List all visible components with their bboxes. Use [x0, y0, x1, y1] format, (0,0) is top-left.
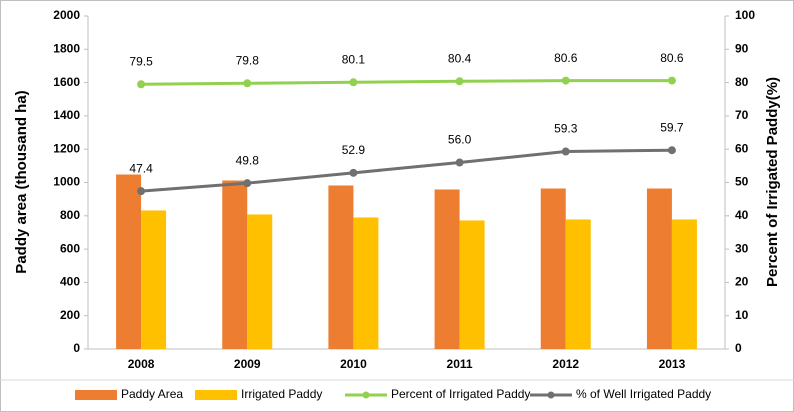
y-tick-label: 600 — [60, 241, 80, 255]
line-point — [243, 179, 252, 188]
y-tick-label: 800 — [60, 208, 80, 222]
x-tick-label: 2011 — [447, 357, 473, 371]
line-point — [243, 79, 252, 88]
x-tick-label: 2013 — [659, 357, 686, 371]
bar — [434, 189, 460, 349]
y2-tick-label: 90 — [735, 41, 749, 55]
y2-tick-label: 10 — [735, 308, 749, 322]
x-tick-label: 2008 — [128, 357, 155, 371]
y-tick-label: 0 — [73, 341, 80, 355]
line-point — [667, 76, 676, 85]
legend-label: Paddy Area — [121, 387, 183, 401]
bar — [116, 174, 142, 349]
line — [140, 148, 672, 193]
y2-tick-label: 50 — [735, 175, 749, 189]
data-label: 52.9 — [342, 143, 366, 157]
y2-tick-label: 40 — [735, 208, 749, 222]
y2-tick-label: 20 — [735, 275, 749, 289]
x-tick-label: 2010 — [340, 357, 367, 371]
x-tick-label: 2012 — [552, 357, 579, 371]
bar — [247, 214, 273, 349]
legend-label: Percent of Irrigated Paddy — [391, 387, 530, 401]
line-point — [137, 187, 146, 196]
line-point — [561, 76, 570, 85]
y-tick-label: 2000 — [53, 8, 80, 22]
bar — [540, 188, 566, 349]
line-point — [349, 78, 358, 87]
y2-tick-label: 80 — [735, 75, 749, 89]
data-label: 80.6 — [660, 51, 684, 65]
y-tick-label: 1000 — [53, 175, 80, 189]
data-label: 80.4 — [448, 51, 472, 65]
x-tick-label: 2009 — [234, 357, 261, 371]
data-label: 59.3 — [554, 122, 578, 136]
bar — [459, 220, 485, 349]
legend-swatch — [75, 390, 117, 400]
line-point — [349, 168, 358, 177]
y2-tick-label: 30 — [735, 241, 749, 255]
line-point — [137, 80, 146, 89]
bar — [646, 188, 672, 349]
bar — [222, 180, 248, 349]
line-point — [561, 147, 570, 156]
y2-tick-label: 0 — [735, 341, 742, 355]
y2-axis-title: Percent of Irrigated Paddy(%) — [764, 77, 781, 287]
y2-tick-label: 70 — [735, 108, 749, 122]
bar — [671, 219, 697, 349]
y-tick-label: 1800 — [53, 41, 80, 55]
line-point — [667, 146, 676, 155]
bar — [353, 217, 379, 349]
line — [141, 79, 672, 86]
data-label: 47.4 — [129, 161, 153, 175]
y-tick-label: 400 — [60, 275, 80, 289]
bar — [141, 210, 167, 349]
y-tick-label: 1400 — [53, 108, 80, 122]
data-label: 56.0 — [448, 133, 472, 147]
legend-swatch-dot — [547, 391, 555, 399]
data-label: 80.6 — [554, 51, 578, 65]
data-label: 79.5 — [129, 54, 153, 68]
data-label: 49.8 — [236, 153, 260, 167]
line-point — [455, 158, 464, 167]
legend-swatch — [195, 390, 237, 400]
y-tick-label: 1200 — [53, 141, 80, 155]
data-label: 80.1 — [342, 52, 366, 66]
data-label: 79.8 — [236, 53, 260, 67]
y2-tick-label: 60 — [735, 141, 749, 155]
legend-label: % of Well Irrigated Paddy — [576, 387, 711, 401]
legend-label: Irrigated Paddy — [241, 387, 322, 401]
y-tick-label: 1600 — [53, 75, 80, 89]
data-label: 59.7 — [660, 120, 684, 134]
bar — [328, 185, 354, 349]
line-point — [455, 77, 464, 86]
bar — [565, 219, 591, 349]
y-axis-title: Paddy area (thousand ha) — [13, 90, 30, 273]
legend-swatch-dot — [362, 391, 370, 399]
y-tick-label: 200 — [60, 308, 80, 322]
y2-tick-label: 100 — [735, 8, 755, 22]
